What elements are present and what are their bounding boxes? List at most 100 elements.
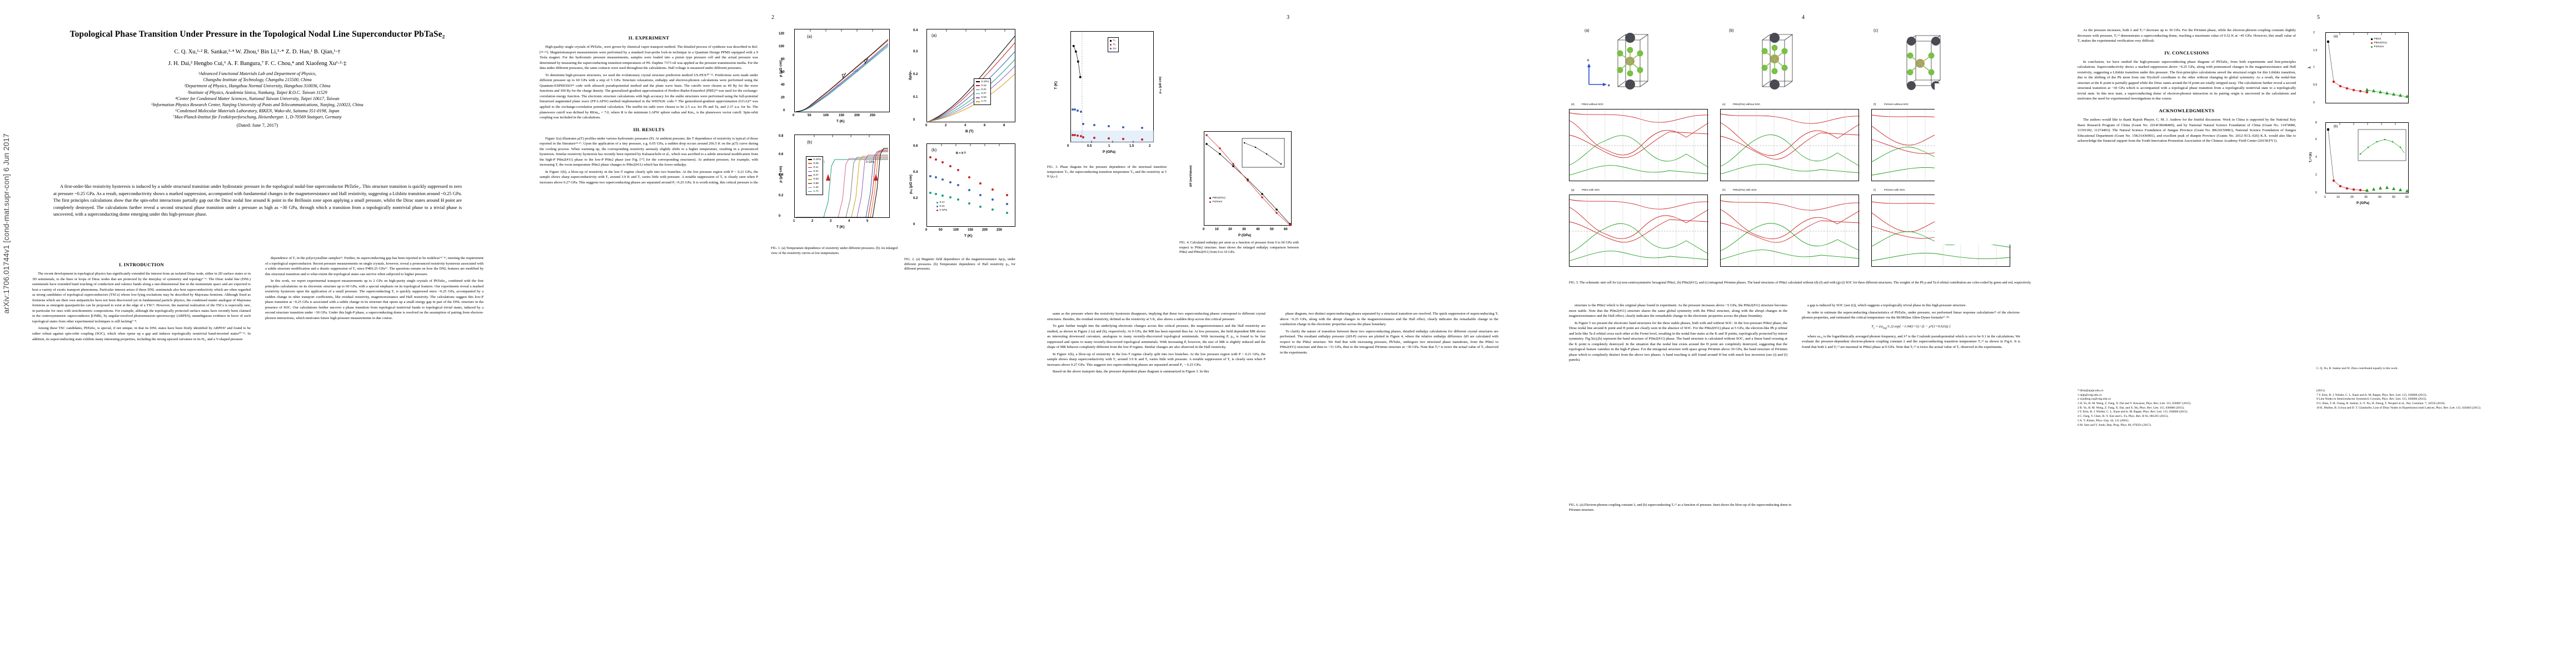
fig6b-xlabel: P (GPa) — [2356, 201, 2369, 205]
legend-item: 0.27 — [808, 173, 821, 177]
paragraph: In conclusion, we have studied the high-… — [2077, 59, 2296, 101]
page-number: 2 — [771, 14, 774, 21]
band-tag-f: (f) — [1874, 103, 1876, 106]
legend-label: 1.71 — [813, 190, 819, 193]
fig1b-xlabel: T (K) — [836, 225, 845, 229]
fig2b-ytick-1: 0.2 — [913, 197, 918, 200]
legend-label: P4/nmm — [1212, 200, 1223, 203]
band-plot-g — [1569, 195, 1709, 267]
paragraph: Based on the above transport data, the p… — [1053, 370, 1209, 374]
svg-text:c: c — [1587, 59, 1590, 62]
legend-label: 0.21 — [981, 88, 986, 91]
page2-col-1: II. EXPERIMENT High-quality single cryst… — [540, 29, 758, 187]
fig2a-ytick-4: 0.4 — [913, 29, 918, 32]
reference-item: 2 R. Yu, H. M. Weng, Z. Fang, X. Dai, an… — [2077, 406, 2185, 410]
fig2a-ylabel: Δρ/ρ₀ — [908, 70, 913, 81]
fig2b-ytick-2: 0.4 — [913, 171, 918, 174]
fig1a-xtick-1: 50 — [808, 114, 811, 117]
legend-item: 0.21 — [936, 205, 947, 208]
structure-tag-c: (c) — [1874, 29, 1879, 33]
page4-text-columns: structure is the P6̄m2 which is the orig… — [1569, 303, 2036, 365]
fig1b-ytick-0: 0 — [779, 215, 781, 218]
fig1b-panel-tag: (b) — [807, 140, 813, 145]
band-title-g: P6̄m2 with SOC — [1582, 188, 1600, 191]
fig3-legend: Tₛ Tₑ ρ₅ₖ — [1108, 37, 1119, 52]
fig6a-ytick-2: 1 — [2313, 66, 2315, 69]
paragraph: The recent development in topological ph… — [32, 272, 251, 323]
reference-item: (2015). — [2316, 389, 2326, 392]
reference-item: 8 Line Nodes in Semiconductor Symmetric … — [2316, 397, 2427, 401]
band-plot-e — [1720, 109, 1860, 182]
fig3-xtick-1: 0.5 — [1087, 145, 1092, 148]
figure-6-caption: FIG. 6. (a) Electron-phonon coupling con… — [1569, 503, 1791, 512]
paragraph: In Figure 1(b), a blow-up of resistivity… — [1047, 352, 1265, 367]
fig2a-legend: 0 GPa 0.16 0.21 0.27 0.53 1.71 — [974, 78, 991, 106]
paragraph: a gap is induced by SOC (see (i)), which… — [1807, 303, 1967, 307]
fig1b-ytick-2: 0.4 — [779, 173, 784, 177]
page-title: Topological Phase Transition Under Press… — [69, 29, 445, 39]
legend-label: 0.53 — [981, 96, 986, 99]
fig4-xtick-4: 40 — [1256, 228, 1260, 231]
fig2b-plot — [929, 144, 1008, 214]
figure-1: (a) 0.27 0.21 0 20 40 60 80 100 120 ρ (μ… — [771, 26, 899, 237]
legend-item: 0.27 — [976, 92, 989, 96]
fig4-xtick-1: 10 — [1215, 228, 1219, 231]
reference-item: 1 H. Yu, H. M. Weng, Z. Fang, X. Dai and… — [2077, 402, 2191, 406]
acknowledgments-text: The authors would like to thank Rajesh P… — [2077, 118, 2296, 143]
reference-item: 3 Y. Kim, B. J. Wieder, C. L. Kane and A… — [2077, 410, 2188, 414]
footnote-equal-contribution: C. Q. Xu, R. Sankar and W. Zhou contribu… — [2316, 367, 2398, 370]
fig3-xtick-0: 0 — [1067, 145, 1069, 148]
paragraph: In Figure 5 we present the electronic ba… — [1569, 321, 1787, 362]
fig2a-xtick-1: 2 — [945, 124, 947, 127]
fig1a-ylabel: ρ (μΩ cm) — [779, 60, 783, 77]
legend-item: Tₛ — [1110, 39, 1117, 43]
legend-item: 0.53 — [976, 96, 989, 99]
fig4-xtick-2: 20 — [1228, 228, 1232, 231]
page1-col-1: I. INTRODUCTION The recent development i… — [32, 256, 251, 344]
band-title-e: P6̄m2(#11) without SOC — [1733, 103, 1761, 106]
fig2b-xtick-0: 0 — [925, 228, 928, 232]
legend-label: 0.21 — [813, 170, 819, 173]
legend-item: P6̄m2 — [2371, 37, 2387, 41]
legend-label: 0 GPa — [939, 208, 948, 212]
abstract-text: A first-order-like resistivity hysteresi… — [53, 184, 462, 217]
page4-col-2: a gap is induced by SOC (see (i)), which… — [1802, 303, 2020, 365]
legend-item: 0 GPa — [936, 208, 947, 212]
fig1b-ytick-4: 0.8 — [779, 135, 784, 138]
fig2b-xlabel: T (K) — [964, 234, 973, 238]
fig2a-xtick-3: 6 — [984, 124, 986, 127]
page1-columns: I. INTRODUCTION The recent development i… — [32, 256, 484, 344]
legend-item: 0.88 — [808, 182, 821, 186]
figure-3-caption: FIG. 3. Phase diagram for the pressure d… — [1047, 165, 1167, 179]
page-3: 3 — [1030, 0, 1546, 667]
fig1a-xtick-5: 250 — [870, 114, 876, 117]
page-number: 3 — [1287, 14, 1289, 21]
fig2b-xtick-2: 100 — [953, 228, 959, 232]
fig6a-ytick-4: 2 — [2313, 31, 2315, 34]
fig1b-xtick-1: 2 — [811, 220, 814, 223]
fig2b-xtick-1: 50 — [939, 228, 943, 232]
title-block: Topological Phase Transition Under Press… — [32, 29, 482, 128]
legend-label: 1.22 — [813, 186, 819, 189]
fig2b-panel-tag: (b) — [931, 147, 937, 152]
legend-item: 0.21 — [976, 88, 989, 92]
affiliation-1: Changshu Institute of Technology, Changs… — [203, 77, 312, 83]
fig2a-panel-tag: (a) — [931, 33, 937, 38]
arxiv-stamp: arXiv:1706.01744v1 [cond-mat.supr-con] 6… — [2, 133, 11, 314]
legend-item: 0.05 — [808, 162, 821, 166]
figure-6 — [1935, 83, 2046, 245]
section-heading-acknowledgments: ACKNOWLEDGMENTS — [2159, 108, 2215, 114]
fig2b-legend: 0.27 0.21 0 GPa — [935, 200, 949, 213]
fig1a-annotation-1: 0.21 — [853, 69, 859, 73]
affiliation-5: ⁵Information Physics Research Center, Na… — [151, 102, 363, 107]
reference-item: 10 K. Mullen, B. Uchoa and D. T. Glatzho… — [2316, 406, 2482, 410]
figure-2: (a) 0 GPa 0.16 0.21 0.27 0.53 1.71 0 0.1… — [904, 26, 1024, 248]
fig1b-xtick-2: 3 — [830, 220, 832, 223]
fig2a-xtick-2: 4 — [964, 124, 966, 127]
fig3-axes: Tₛ Tₑ ρ₅ₖ — [1070, 31, 1154, 143]
legend-item: 0.16 — [976, 84, 989, 88]
fig1a-ytick-2: 40 — [781, 83, 785, 87]
references-right: (2015). 7 Y. Kim, B. J. Wieder, C. L. Ka… — [2316, 389, 2550, 410]
band-tag-g: (g) — [1571, 188, 1575, 191]
